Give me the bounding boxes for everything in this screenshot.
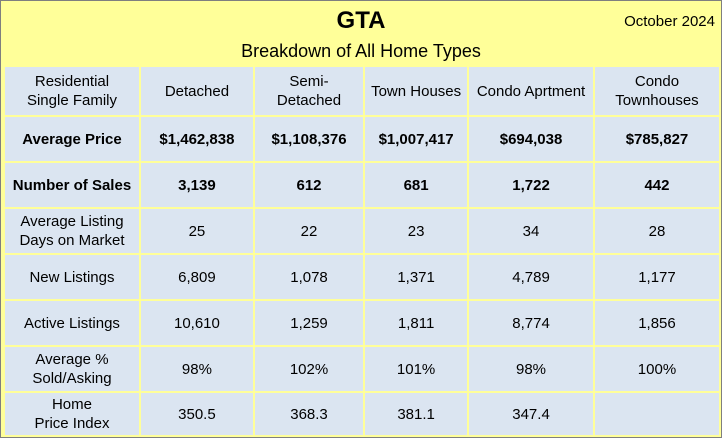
table-cell: 442 — [592, 161, 722, 209]
table-header-row: Residential Single Family Detached Semi-… — [3, 65, 722, 117]
table-cell: $694,038 — [467, 115, 595, 163]
table-cell: 34 — [467, 207, 595, 255]
row-label: New Listings — [3, 253, 141, 301]
table-cell: 101% — [363, 345, 470, 393]
table-cell: 1,259 — [252, 299, 366, 347]
column-header: Semi-Detached — [252, 65, 366, 117]
row-label: Average % Sold/Asking — [3, 345, 141, 393]
table-row: Number of Sales 3,139 612 681 1,722 442 — [3, 161, 722, 209]
table-cell: 368.3 — [252, 391, 366, 437]
column-header: Town Houses — [363, 65, 470, 117]
table-cell: 10,610 — [138, 299, 255, 347]
table-cell: 23 — [363, 207, 470, 255]
home-types-table: Residential Single Family Detached Semi-… — [3, 65, 722, 437]
table-cell: 1,078 — [252, 253, 366, 301]
table-cell: 4,789 — [467, 253, 595, 301]
table-cell: 22 — [252, 207, 366, 255]
table-cell: 100% — [592, 345, 722, 393]
report-date: October 2024 — [624, 13, 715, 30]
table-cell: 28 — [592, 207, 722, 255]
row-label: Number of Sales — [3, 161, 141, 209]
table-row: Active Listings 10,610 1,259 1,811 8,774… — [3, 299, 722, 347]
table-cell: 1,722 — [467, 161, 595, 209]
report-title: GTA — [336, 7, 386, 34]
table-cell — [592, 391, 722, 437]
table-cell: 98% — [138, 345, 255, 393]
table-cell: $1,462,838 — [138, 115, 255, 163]
column-header: Residential Single Family — [3, 65, 141, 117]
table-row: New Listings 6,809 1,078 1,371 4,789 1,1… — [3, 253, 722, 301]
row-label: Active Listings — [3, 299, 141, 347]
row-label: Average Price — [3, 115, 141, 163]
table-row: Average Listing Days on Market 25 22 23 … — [3, 207, 722, 255]
table-cell: 612 — [252, 161, 366, 209]
table-cell: 3,139 — [138, 161, 255, 209]
table-cell: 381.1 — [363, 391, 470, 437]
column-header: Condo Townhouses — [592, 65, 722, 117]
table-cell: 1,811 — [363, 299, 470, 347]
report-header: GTA October 2024 Breakdown of All Home T… — [1, 1, 721, 65]
table-cell: $1,108,376 — [252, 115, 366, 163]
row-label: Average Listing Days on Market — [3, 207, 141, 255]
table-cell: 98% — [467, 345, 595, 393]
column-header: Detached — [138, 65, 255, 117]
report-subtitle: Breakdown of All Home Types — [241, 41, 481, 61]
table-cell: 25 — [138, 207, 255, 255]
table-cell: 1,371 — [363, 253, 470, 301]
row-label: Home Price Index — [3, 391, 141, 437]
table-cell: 350.5 — [138, 391, 255, 437]
table-cell: 1,177 — [592, 253, 722, 301]
column-header: Condo Aprtment — [467, 65, 595, 117]
table-cell: 6,809 — [138, 253, 255, 301]
table-cell: $785,827 — [592, 115, 722, 163]
table-cell: 8,774 — [467, 299, 595, 347]
table-row: Average % Sold/Asking 98% 102% 101% 98% … — [3, 345, 722, 393]
table-cell: 681 — [363, 161, 470, 209]
table-cell: $1,007,417 — [363, 115, 470, 163]
table-row: Home Price Index 350.5 368.3 381.1 347.4 — [3, 391, 722, 437]
table-cell: 1,856 — [592, 299, 722, 347]
table-row: Average Price $1,462,838 $1,108,376 $1,0… — [3, 115, 722, 163]
table-cell: 102% — [252, 345, 366, 393]
table-cell: 347.4 — [467, 391, 595, 437]
